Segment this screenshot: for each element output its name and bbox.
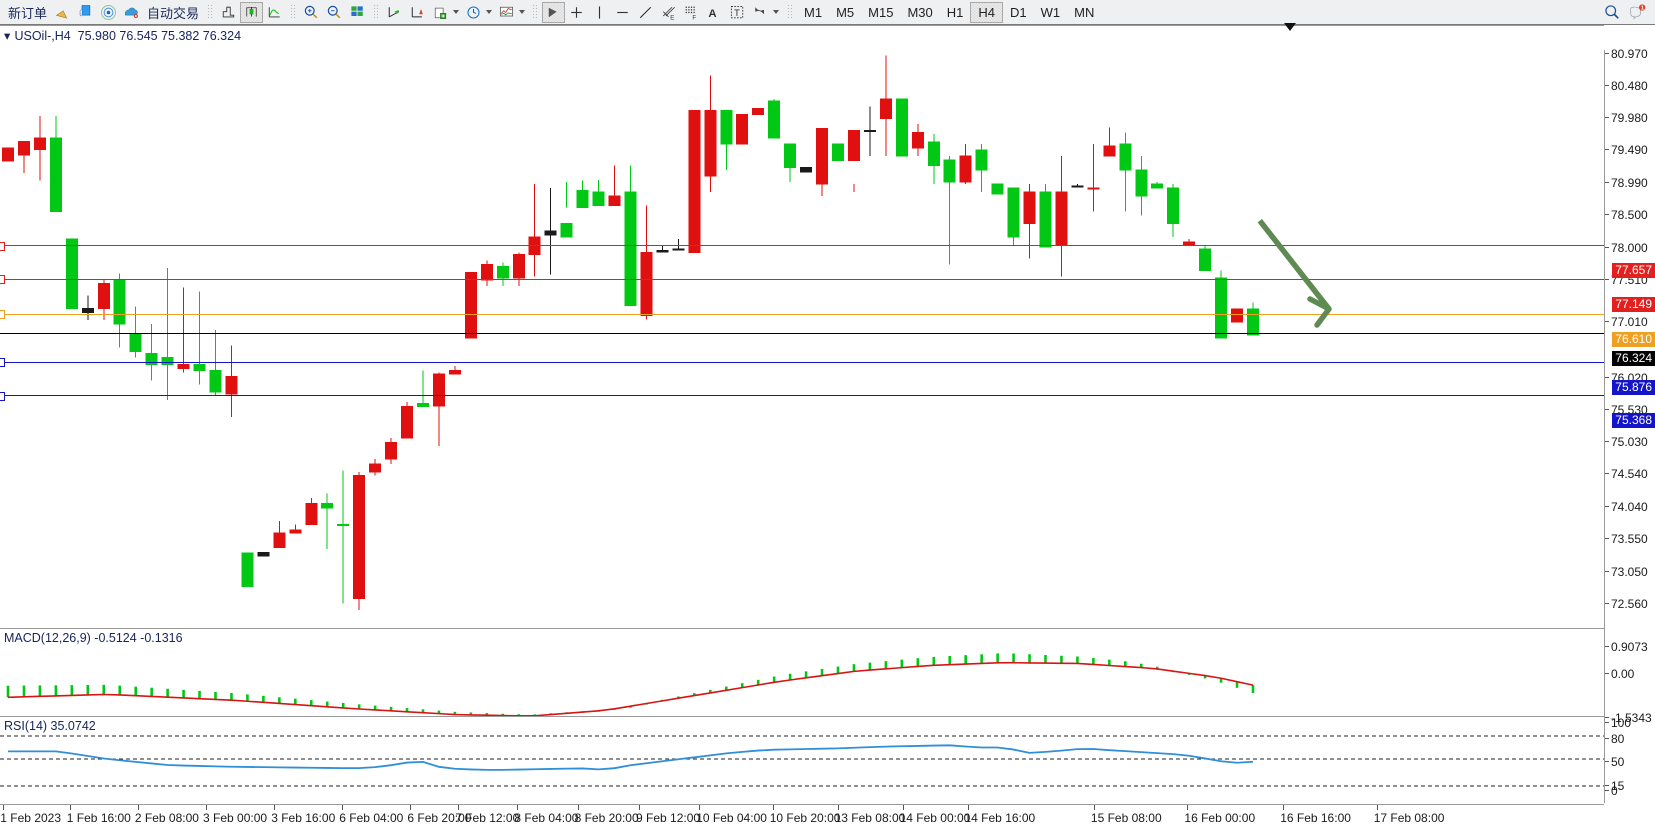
svg-text:T: T [734, 8, 740, 19]
svg-text:F: F [692, 14, 696, 21]
svg-text:E: E [670, 14, 674, 21]
svg-text:1: 1 [1641, 5, 1644, 11]
svg-text:A: A [708, 7, 716, 19]
